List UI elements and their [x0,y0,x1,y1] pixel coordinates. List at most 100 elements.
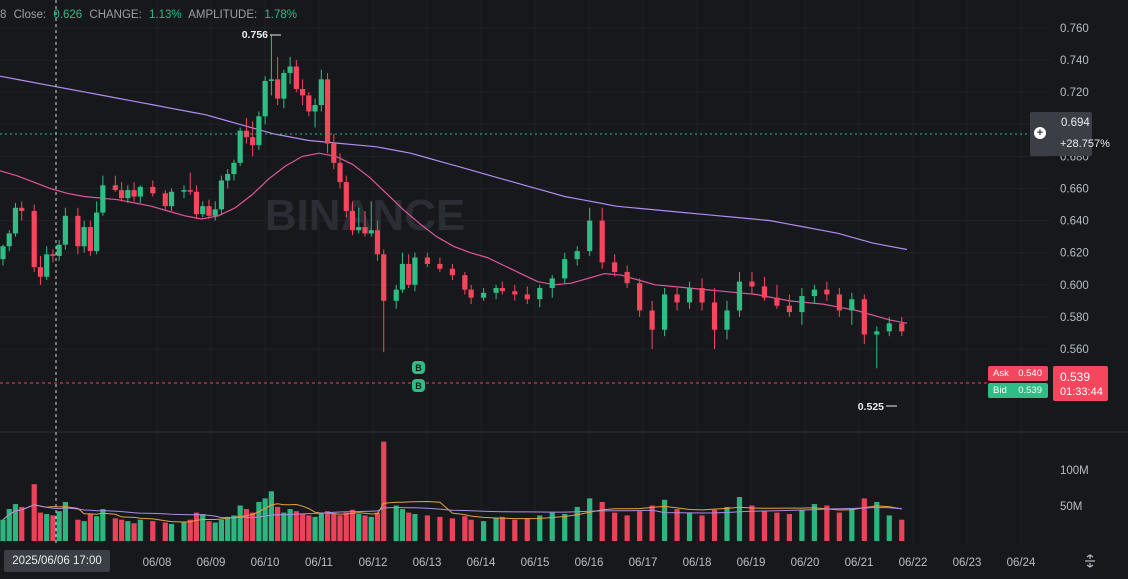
crosshair-price-box[interactable]: + 0.694 +28.757% [1030,112,1110,156]
candle [437,257,443,272]
candle-body [75,215,81,247]
candle [268,34,274,96]
candle [674,288,680,311]
candle [125,185,131,203]
change-label: CHANGE: [89,9,142,21]
volume-bar [181,522,187,541]
candle [50,249,56,263]
candle [44,246,50,280]
candle [761,276,768,301]
candle [168,188,175,211]
candle-body [749,281,755,287]
volume-bar [699,515,705,541]
candle-body [118,190,125,199]
volume-bar [749,505,755,541]
candle [786,294,793,317]
volume-bar [281,512,287,541]
candle-body [886,323,892,332]
candle [281,69,287,109]
volume-bar [275,506,281,541]
volume-bar [19,506,25,541]
time-tick-label: 06/15 [521,557,550,569]
volume-bar [44,514,50,541]
volume-bar [424,515,431,541]
candle [661,288,668,337]
candle [100,175,106,216]
volume-bar [112,518,118,541]
candle-body [524,294,530,300]
ma-slow-line [0,75,908,251]
candle-body [324,79,331,144]
amplitude-value: 1.78% [264,9,298,21]
volume-bar [861,498,867,541]
candle-body [587,220,593,252]
volume-bar [0,519,6,541]
candle [374,220,381,261]
volume-bar [599,501,605,541]
bid-label: Bid [993,385,1007,396]
candle-body [368,230,374,234]
price-tick-label: 0.740 [1060,55,1089,67]
volume-bar [462,516,468,541]
price-tick-label: 0.720 [1060,87,1089,99]
volume-bar [243,509,250,541]
candle-body [137,186,143,197]
volume-bar [75,519,81,541]
add-alert-icon[interactable]: + [1034,127,1046,139]
time-tick-label: 06/21 [845,557,874,569]
candle [686,281,693,309]
volume-bar [899,519,905,541]
volume-bar [62,501,69,541]
volume-bar [381,441,387,541]
time-tick-label: 06/19 [737,557,766,569]
candle [499,281,505,295]
time-tick-label: 06/10 [251,557,280,569]
volume-bar [686,512,693,541]
axis-settings-icon[interactable] [1083,554,1097,568]
candle-body [275,79,281,99]
low-marker: 0.525 [858,401,897,413]
candle-body [549,278,555,289]
candle [774,284,780,309]
candle-body [499,288,505,292]
volume-axis: 100M 50M [1060,465,1089,513]
candle-body [162,193,168,207]
candle [381,249,387,353]
volume-bar [393,505,399,541]
candle-body [281,72,287,99]
candle [212,201,218,221]
candle [193,185,200,219]
buy-badge-upper[interactable]: B [412,361,425,374]
ma-fast-line [0,152,908,324]
volume-bar [437,516,443,541]
ohlc-info-bar: 8 Close: 0.626 CHANGE: 1.13% AMPLITUDE: … [0,9,301,21]
price-tick-label: 0.580 [1060,312,1089,324]
buy-badge-lower[interactable]: B [412,379,425,392]
candle-body [449,268,455,276]
volume-bar [849,509,855,541]
volume-bar [886,515,892,541]
volume-bar [256,501,262,541]
volume-ma-fast-line [2,500,902,523]
volume-bar [187,519,193,541]
volume-bar [150,521,156,541]
info-lead: 8 [0,9,7,21]
candle-body [861,299,867,335]
candle [293,60,299,93]
candle [462,271,468,295]
candle [849,292,855,325]
volume-bar [368,516,374,541]
volume-bar [100,509,106,541]
volume-bar [499,516,505,541]
volume-tick-label: 100M [1060,465,1089,477]
grid-lines [0,0,1050,545]
candle-body [724,310,730,330]
volume-bar [200,514,206,541]
candle [612,254,618,277]
candle-body [537,288,543,300]
volume-bar [343,512,349,541]
candle-body [250,137,256,146]
time-tick-label: 06/11 [305,557,333,569]
candle [886,316,892,337]
